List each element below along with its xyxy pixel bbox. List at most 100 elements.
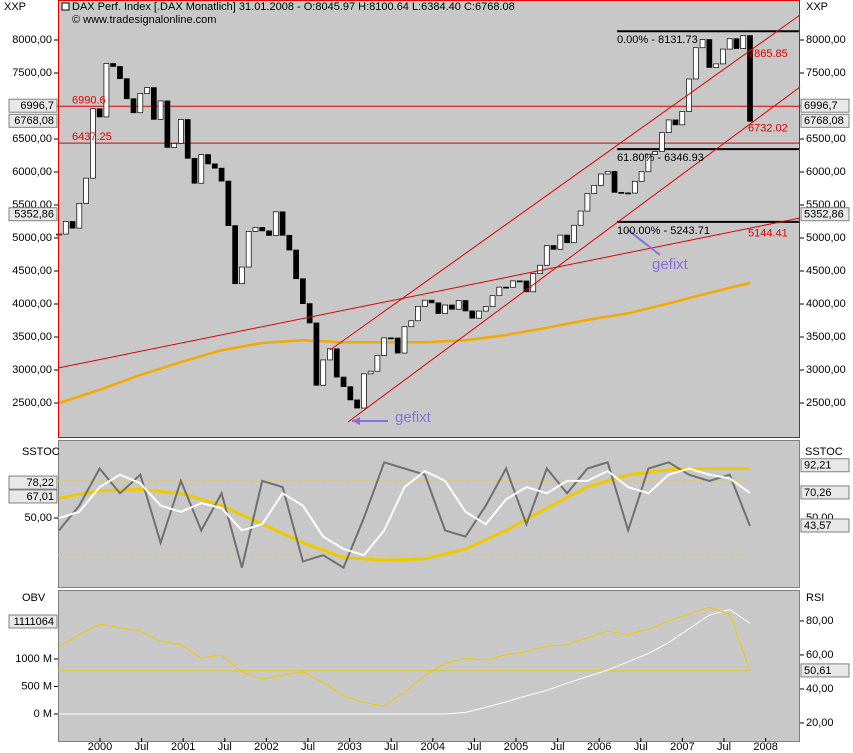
annotation: gefixt <box>652 256 689 273</box>
candle <box>354 399 360 409</box>
candle <box>320 359 327 386</box>
candle <box>733 38 740 49</box>
x-tick-label: 2005 <box>504 741 528 753</box>
arrow <box>627 229 661 256</box>
candle <box>218 167 225 182</box>
value-marker-box <box>8 489 58 504</box>
candle <box>631 180 638 194</box>
candle <box>306 303 313 324</box>
x-tick-label: Jul <box>467 741 481 753</box>
candle <box>388 337 394 340</box>
value-marker-box <box>800 485 850 500</box>
y-tick-label: 50,00 <box>24 512 52 524</box>
value-marker-box <box>800 518 850 533</box>
fib-label: 0.00% - 8131.73 <box>617 34 698 46</box>
y-tick-label: 6000,00 <box>12 166 52 178</box>
checkbox[interactable] <box>61 2 70 11</box>
candle <box>157 100 164 120</box>
candle <box>144 87 150 94</box>
candle <box>367 370 374 375</box>
candle <box>117 66 123 80</box>
arrow-head <box>352 417 360 425</box>
candle <box>469 310 476 319</box>
value-marker: 70,26 <box>804 487 832 499</box>
sstoc-panel <box>58 440 800 588</box>
candle <box>333 348 340 378</box>
price-label: 5144.41 <box>748 227 788 239</box>
candle <box>720 48 726 65</box>
candle <box>401 326 408 354</box>
panel-title: SSTOC <box>805 446 843 458</box>
candle <box>205 154 211 165</box>
x-tick-label: 2006 <box>587 741 611 753</box>
candle <box>584 193 591 212</box>
sstoc-frame <box>58 440 800 588</box>
candle <box>421 299 428 307</box>
panel-title: OBV <box>22 592 46 604</box>
candle <box>245 231 252 268</box>
value-marker: 5352,86 <box>804 209 844 221</box>
price-label: 6990.6 <box>72 95 106 107</box>
candle <box>652 151 659 155</box>
value-marker-box <box>8 614 58 629</box>
annotation: gefixt <box>395 409 432 426</box>
x-tick-label: 2000 <box>88 741 112 753</box>
candle <box>300 278 306 304</box>
candle <box>530 273 537 293</box>
candle <box>591 185 598 194</box>
candle <box>496 286 503 297</box>
candle <box>178 119 184 144</box>
value-marker-box <box>800 458 850 473</box>
candle <box>550 245 557 250</box>
candle <box>381 337 388 356</box>
candle <box>340 376 347 387</box>
candle <box>103 63 110 118</box>
candle <box>740 35 747 49</box>
value-marker-box <box>800 98 850 113</box>
y-tick-label: 3000,00 <box>12 364 52 376</box>
series-line <box>58 606 751 707</box>
series-line <box>58 467 751 557</box>
candle <box>571 224 577 244</box>
panel-title: RSI <box>806 592 824 604</box>
trend-line <box>347 86 801 423</box>
y2-tick-label: 40,00 <box>806 683 834 695</box>
y-tick-label: 1000 M <box>15 653 52 665</box>
candle <box>638 171 645 182</box>
value-marker: 5352,86 <box>14 209 54 221</box>
candle <box>686 78 692 112</box>
candle <box>598 173 604 186</box>
series-line <box>58 461 751 570</box>
candle <box>489 295 496 308</box>
candle <box>564 234 570 244</box>
candle <box>428 299 435 304</box>
candle <box>577 210 584 226</box>
candle <box>706 39 713 68</box>
candle <box>252 227 259 232</box>
candle <box>313 322 320 386</box>
candle <box>123 78 130 100</box>
value-marker-box <box>800 207 850 222</box>
candle <box>184 119 191 159</box>
candle <box>442 304 448 314</box>
candle <box>455 300 462 310</box>
candle <box>198 154 205 184</box>
x-tick-label: Jul <box>218 741 232 753</box>
candle <box>150 87 157 120</box>
y-tick-label: 5000,00 <box>12 232 52 244</box>
candle <box>225 180 232 226</box>
candle <box>699 39 706 49</box>
panel-title: SSTOC <box>22 446 60 458</box>
main-panel <box>58 0 800 438</box>
candle <box>523 280 530 293</box>
candle <box>747 35 753 122</box>
candle <box>96 108 103 118</box>
x-tick-label: Jul <box>301 741 315 753</box>
candle <box>611 171 618 193</box>
value-marker-box <box>8 475 58 490</box>
candle <box>279 211 286 236</box>
candle <box>679 111 686 126</box>
value-marker: 6996,7 <box>804 100 838 112</box>
value-marker: 67,01 <box>26 491 54 503</box>
